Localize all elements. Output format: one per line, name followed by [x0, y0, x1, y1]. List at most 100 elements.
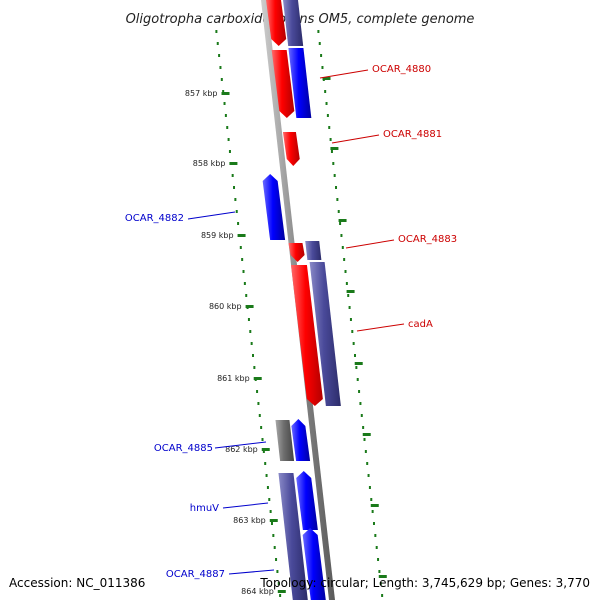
tick-dot	[359, 402, 362, 405]
tick-dot	[227, 138, 230, 141]
tick-label: 859 kbp	[201, 231, 234, 240]
gene-label-ocar-4883[interactable]: OCAR_4883	[398, 234, 457, 245]
tick-label: 863 kbp	[233, 516, 266, 525]
tick-dot	[222, 90, 225, 93]
gene-leader-line	[331, 134, 380, 144]
tick-dot	[345, 282, 348, 285]
tick-dot	[218, 54, 221, 57]
gene-ocar-4880-pair[interactable]	[288, 48, 312, 118]
major-tick-left	[245, 305, 254, 308]
tick-dot	[243, 282, 246, 285]
gene-ocar-4881[interactable]	[282, 132, 300, 166]
gene-label-ocar-4882[interactable]: OCAR_4882	[125, 213, 184, 224]
tick-dot	[272, 534, 275, 537]
major-tick-right	[330, 147, 339, 150]
gene-top-red-fragment[interactable]	[266, 0, 287, 46]
gene-leader-line	[222, 502, 269, 509]
tick-marks	[221, 77, 387, 593]
tick-dot	[264, 462, 267, 465]
gene-ocar-4880[interactable]	[271, 50, 295, 118]
gene-label-ocar-4885[interactable]: OCAR_4885	[154, 443, 213, 454]
tick-dot	[347, 294, 350, 297]
tick-dot	[318, 42, 321, 45]
gene-cada[interactable]	[290, 265, 323, 406]
tick-dot	[354, 354, 357, 357]
gene-leader-line	[228, 569, 275, 575]
gene-label-hmuv[interactable]: hmuV	[190, 503, 219, 514]
accession-label: Accession: NC_011386	[9, 576, 145, 590]
tick-dot	[352, 342, 355, 345]
gene-ocar-4887[interactable]	[302, 528, 326, 600]
tick-dot	[344, 270, 347, 273]
major-tick-left	[229, 162, 238, 165]
gene-label-ocar-4881[interactable]: OCAR_4881	[383, 129, 442, 140]
tick-dot	[339, 222, 342, 225]
tick-dot	[226, 126, 229, 129]
major-tick-right	[322, 77, 331, 80]
tick-label: 858 kbp	[193, 159, 226, 168]
tick-dot	[270, 522, 273, 525]
tick-dot	[216, 42, 219, 45]
tick-dot	[231, 174, 234, 177]
tick-dot	[348, 306, 351, 309]
major-tick-left	[269, 519, 278, 522]
tick-dot	[260, 426, 263, 429]
gene-label-cada[interactable]: cadA	[408, 319, 433, 330]
tick-dot	[277, 582, 280, 585]
tick-dot	[258, 414, 261, 417]
tick-dot	[360, 414, 363, 417]
tick-dots	[215, 30, 384, 597]
gene-ocar-4883[interactable]	[288, 243, 305, 262]
gene-hmuv[interactable]	[296, 471, 318, 530]
tick-dot	[325, 102, 328, 105]
tick-dot	[341, 246, 344, 249]
gene-ocar-4885[interactable]	[291, 419, 311, 461]
tick-dot	[374, 534, 377, 537]
gene-leader-line	[356, 323, 405, 332]
tick-dot	[268, 498, 271, 501]
tick-dot	[249, 330, 252, 333]
tick-dot	[356, 378, 359, 381]
gene-labels: OCAR_4880 OCAR_4881 OCAR_4882 OCAR_4883 cadA…	[125, 64, 457, 580]
tick-dot	[269, 510, 272, 513]
tick-dot	[220, 78, 223, 81]
tick-dot	[368, 486, 371, 489]
tick-dot	[273, 546, 276, 549]
major-tick-left	[221, 92, 230, 95]
tick-dot	[375, 546, 378, 549]
major-tick-right	[370, 504, 379, 507]
tick-label: 861 kbp	[217, 374, 250, 383]
tick-dot	[335, 186, 338, 189]
gene-ocar-4883-pair[interactable]	[305, 241, 322, 260]
tick-label: 864 kbp	[241, 587, 274, 596]
tick-dot	[257, 402, 260, 405]
major-tick-right	[362, 433, 371, 436]
tick-dot	[250, 342, 253, 345]
gene-label-ocar-4880[interactable]: OCAR_4880	[372, 64, 431, 75]
tick-dot	[378, 570, 381, 573]
tick-dot	[215, 30, 218, 33]
gene-ocar-4885-gray[interactable]	[275, 420, 295, 461]
gene-leader-line	[345, 239, 395, 249]
tick-dot	[337, 210, 340, 213]
tick-dot	[261, 438, 264, 441]
gene-hmuv-purple[interactable]	[278, 473, 308, 600]
gene-cada-pair[interactable]	[309, 262, 341, 406]
tick-dot	[252, 354, 255, 357]
tick-dot	[223, 102, 226, 105]
tick-dot	[330, 150, 333, 153]
topology-label: Topology: circular; Length: 3,745,629 bp…	[259, 576, 590, 590]
tick-dot	[372, 522, 375, 525]
tick-dot	[351, 330, 354, 333]
gene-label-ocar-4887[interactable]: OCAR_4887	[166, 569, 225, 580]
tick-dot	[228, 150, 231, 153]
tick-dot	[333, 174, 336, 177]
tick-dot	[358, 390, 361, 393]
tick-dot	[362, 426, 365, 429]
tick-dot	[343, 258, 346, 261]
tick-dot	[276, 570, 279, 573]
tick-dot	[224, 114, 227, 117]
gene-top-purple-fragment[interactable]	[283, 0, 304, 46]
gene-ocar-4882[interactable]	[262, 174, 286, 240]
